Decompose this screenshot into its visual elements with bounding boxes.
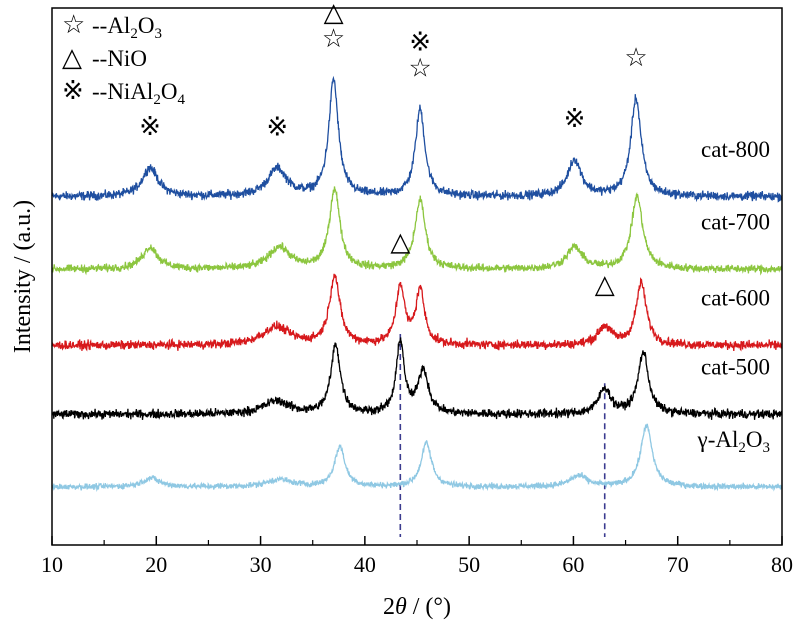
series-line-2	[51, 273, 783, 352]
series-label-4: γ-Al2O3	[697, 427, 770, 456]
x-tick-label: 80	[771, 552, 793, 577]
legend-symbol-1: △	[62, 43, 82, 73]
reference-lines	[399, 333, 606, 537]
annotation-marker-6: ※	[409, 28, 431, 58]
annotation-marker-3: △	[324, 0, 344, 28]
annotation-marker-2: ☆	[322, 24, 345, 54]
x-axis-title-var: θ	[395, 594, 407, 620]
legend-text-2: --NiAl2O4	[92, 79, 185, 108]
series-label-0: cat-800	[701, 137, 770, 162]
x-axis-title-unit: / (°)	[407, 594, 451, 620]
x-tick-label: 70	[667, 552, 689, 577]
series-line-4	[51, 423, 783, 493]
annotation-marker-8: ☆	[624, 43, 647, 73]
series-line-1	[51, 186, 783, 276]
x-axis-title: 2θ / (°)	[383, 594, 451, 620]
x-axis-title-main: 2	[383, 594, 395, 620]
series-label-2: cat-600	[701, 286, 770, 311]
series-line-3	[51, 337, 783, 420]
legend-symbol-2: ※	[62, 76, 84, 106]
legend: ☆ --Al2O3 △ --NiO ※ --NiAl2O4	[62, 10, 185, 108]
series-label-3: cat-500	[701, 354, 770, 379]
y-axis-title: Intensity / (a.u.)	[10, 200, 36, 353]
series-label-1: cat-700	[701, 209, 770, 234]
annotation-marker-5: ☆	[408, 54, 431, 84]
annotation-marker-4: ※	[323, 0, 345, 2]
series-line-0	[51, 75, 783, 203]
x-tick-label: 50	[458, 552, 480, 577]
series-layer	[51, 75, 783, 493]
x-tick-label: 10	[41, 552, 63, 577]
x-axis: 10 20 30 40 50 60 70 80	[41, 536, 793, 577]
annotation-marker-0: ※	[139, 112, 161, 142]
legend-text-1: --NiO	[92, 46, 147, 71]
x-tick-label: 20	[145, 552, 167, 577]
legend-symbol-0: ☆	[62, 10, 85, 40]
legend-text-0: --Al2O3	[92, 13, 162, 42]
annotation-marker-7: ※	[564, 104, 586, 134]
x-tick-label: 60	[562, 552, 584, 577]
series-labels: cat-800 cat-700 cat-600 cat-500 γ-Al2O3	[697, 137, 770, 456]
annotation-marker-1: ※	[266, 112, 288, 142]
x-tick-label: 40	[354, 552, 376, 577]
annotation-marker-9: △	[390, 228, 410, 258]
peak-annotations: ※※☆△※☆※※☆△△	[139, 0, 648, 300]
annotation-marker-10: △	[595, 270, 615, 300]
x-tick-label: 30	[250, 552, 272, 577]
